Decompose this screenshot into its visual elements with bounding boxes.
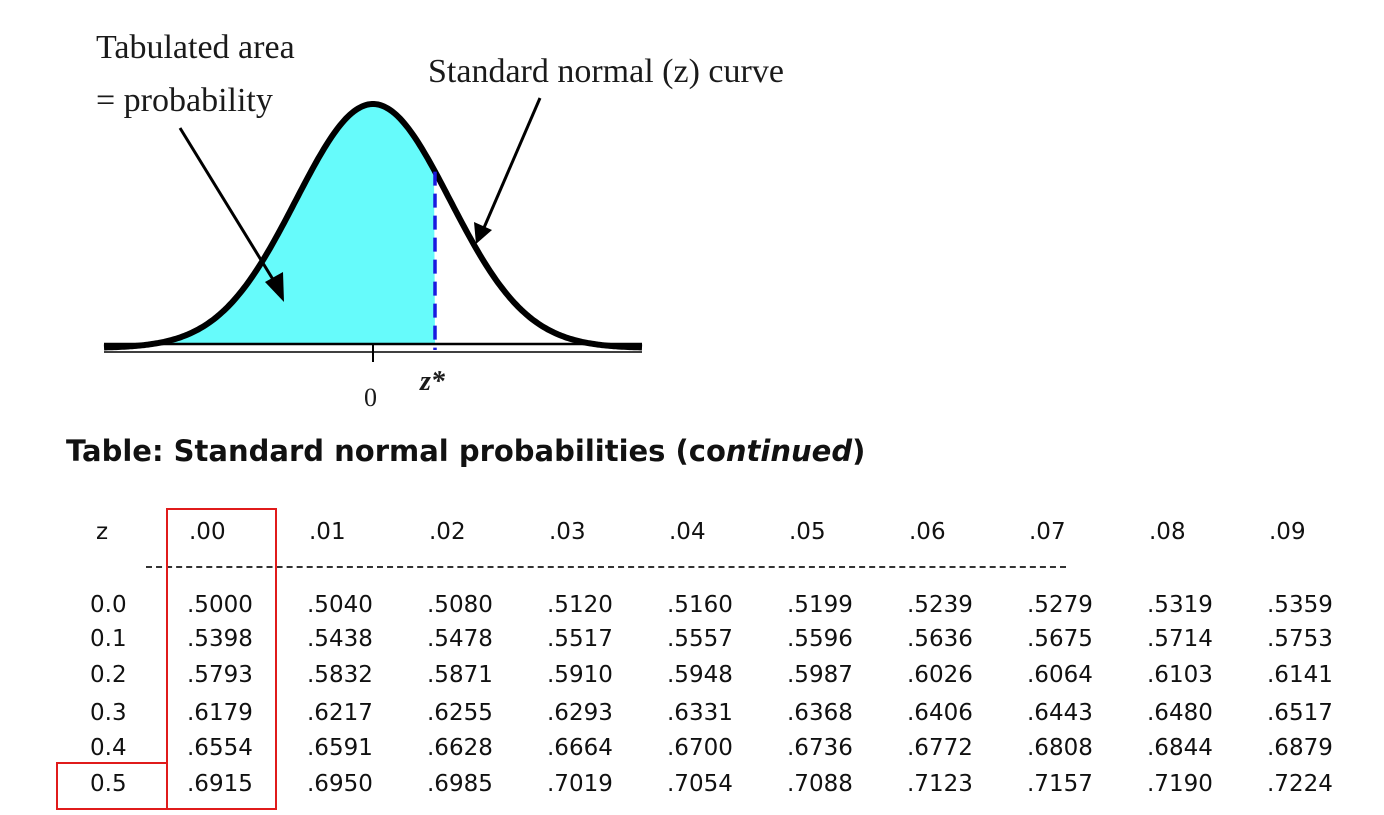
curve-annotation-arrow: [481, 97, 542, 231]
table-cell: .6368: [787, 700, 853, 726]
header-col: .09: [1269, 519, 1306, 545]
table-cell: .6064: [1027, 662, 1093, 688]
table-cell: .5398: [187, 626, 253, 652]
table-cell: .5239: [907, 592, 973, 618]
header-col: .07: [1029, 519, 1066, 545]
table-cell: .5987: [787, 662, 853, 688]
table-cell: .6772: [907, 735, 973, 761]
table-cell: .7157: [1027, 771, 1093, 797]
table-cell: .6179: [187, 700, 253, 726]
table-cell: .5948: [667, 662, 733, 688]
table-cell: .7190: [1147, 771, 1213, 797]
table-cell: .6331: [667, 700, 733, 726]
table-cell: .5359: [1267, 592, 1333, 618]
table-cell: .6591: [307, 735, 373, 761]
row-z-label: 0.1: [90, 626, 127, 652]
table-cell: .7224: [1267, 771, 1333, 797]
highlight-column-box: [166, 508, 277, 810]
table-cell: .6879: [1267, 735, 1333, 761]
table-title: Table: Standard normal probabilities (co…: [66, 434, 866, 468]
normal-curve-figure: Tabulated area = probability Standard no…: [96, 29, 784, 412]
header-col: .05: [789, 519, 826, 545]
table-cell: .7054: [667, 771, 733, 797]
table-cell: .7088: [787, 771, 853, 797]
table-cell: .5714: [1147, 626, 1213, 652]
table-cell: .5596: [787, 626, 853, 652]
table-cell: .7019: [547, 771, 613, 797]
table-cell: .5319: [1147, 592, 1213, 618]
shaded-probability-area: [110, 104, 435, 348]
table-cell: .6443: [1027, 700, 1093, 726]
table-cell: .5753: [1267, 626, 1333, 652]
area-annotation-line1: Tabulated area: [96, 29, 295, 66]
table-cell: .6844: [1147, 735, 1213, 761]
header-z: z: [96, 519, 109, 545]
table-cell: .5279: [1027, 592, 1093, 618]
table-cell: .6255: [427, 700, 493, 726]
table-cell: .6985: [427, 771, 493, 797]
table-cell: .6293: [547, 700, 613, 726]
table-cell: .6517: [1267, 700, 1333, 726]
header-separator: [146, 566, 1066, 568]
header-col: .08: [1149, 519, 1186, 545]
header-col: .06: [909, 519, 946, 545]
table-cell: .5160: [667, 592, 733, 618]
table-cell: .6026: [907, 662, 973, 688]
table-cell: .5478: [427, 626, 493, 652]
header-col: .04: [669, 519, 706, 545]
zstar-label: z*: [419, 366, 446, 397]
table-cell: .7123: [907, 771, 973, 797]
table-cell: .5080: [427, 592, 493, 618]
table-cell: .5675: [1027, 626, 1093, 652]
table-cell: .5040: [307, 592, 373, 618]
area-annotation-arrow: [178, 127, 279, 287]
area-annotation-line2: = probability: [96, 82, 273, 119]
table-cell: .5557: [667, 626, 733, 652]
row-z-label: 0.2: [90, 662, 127, 688]
standard-normal-curve: [103, 101, 643, 351]
row-z-label: 0.3: [90, 700, 127, 726]
table-cell: .6915: [187, 771, 253, 797]
table-cell: .6808: [1027, 735, 1093, 761]
table-cell: .5910: [547, 662, 613, 688]
table-cell: .6141: [1267, 662, 1333, 688]
table-cell: .6554: [187, 735, 253, 761]
curve-arrow-head: [474, 222, 492, 244]
row-z-label: 0.4: [90, 735, 127, 761]
table-cell: .6217: [307, 700, 373, 726]
table-cell: .6950: [307, 771, 373, 797]
table-cell: .5636: [907, 626, 973, 652]
row-z-label: 0.5: [90, 771, 127, 797]
table-cell: .6628: [427, 735, 493, 761]
header-col: .03: [549, 519, 586, 545]
table-cell: .5871: [427, 662, 493, 688]
row-z-label: 0.0: [90, 592, 127, 618]
highlight-row-box: [56, 762, 168, 810]
header-col: .02: [429, 519, 466, 545]
table-cell: .5517: [547, 626, 613, 652]
header-col: .01: [309, 519, 346, 545]
zero-label: 0: [364, 383, 377, 412]
table-cell: .6736: [787, 735, 853, 761]
table-cell: .5000: [187, 592, 253, 618]
curve-annotation: Standard normal (z) curve: [428, 53, 784, 90]
table-cell: .5120: [547, 592, 613, 618]
table-cell: .5832: [307, 662, 373, 688]
table-cell: .6664: [547, 735, 613, 761]
table-cell: .5793: [187, 662, 253, 688]
table-cell: .6480: [1147, 700, 1213, 726]
table-cell: .5199: [787, 592, 853, 618]
area-arrow-head: [265, 272, 284, 302]
table-cell: .5438: [307, 626, 373, 652]
table-cell: .6406: [907, 700, 973, 726]
table-cell: .6700: [667, 735, 733, 761]
header-col: .00: [189, 519, 226, 545]
table-cell: .6103: [1147, 662, 1213, 688]
